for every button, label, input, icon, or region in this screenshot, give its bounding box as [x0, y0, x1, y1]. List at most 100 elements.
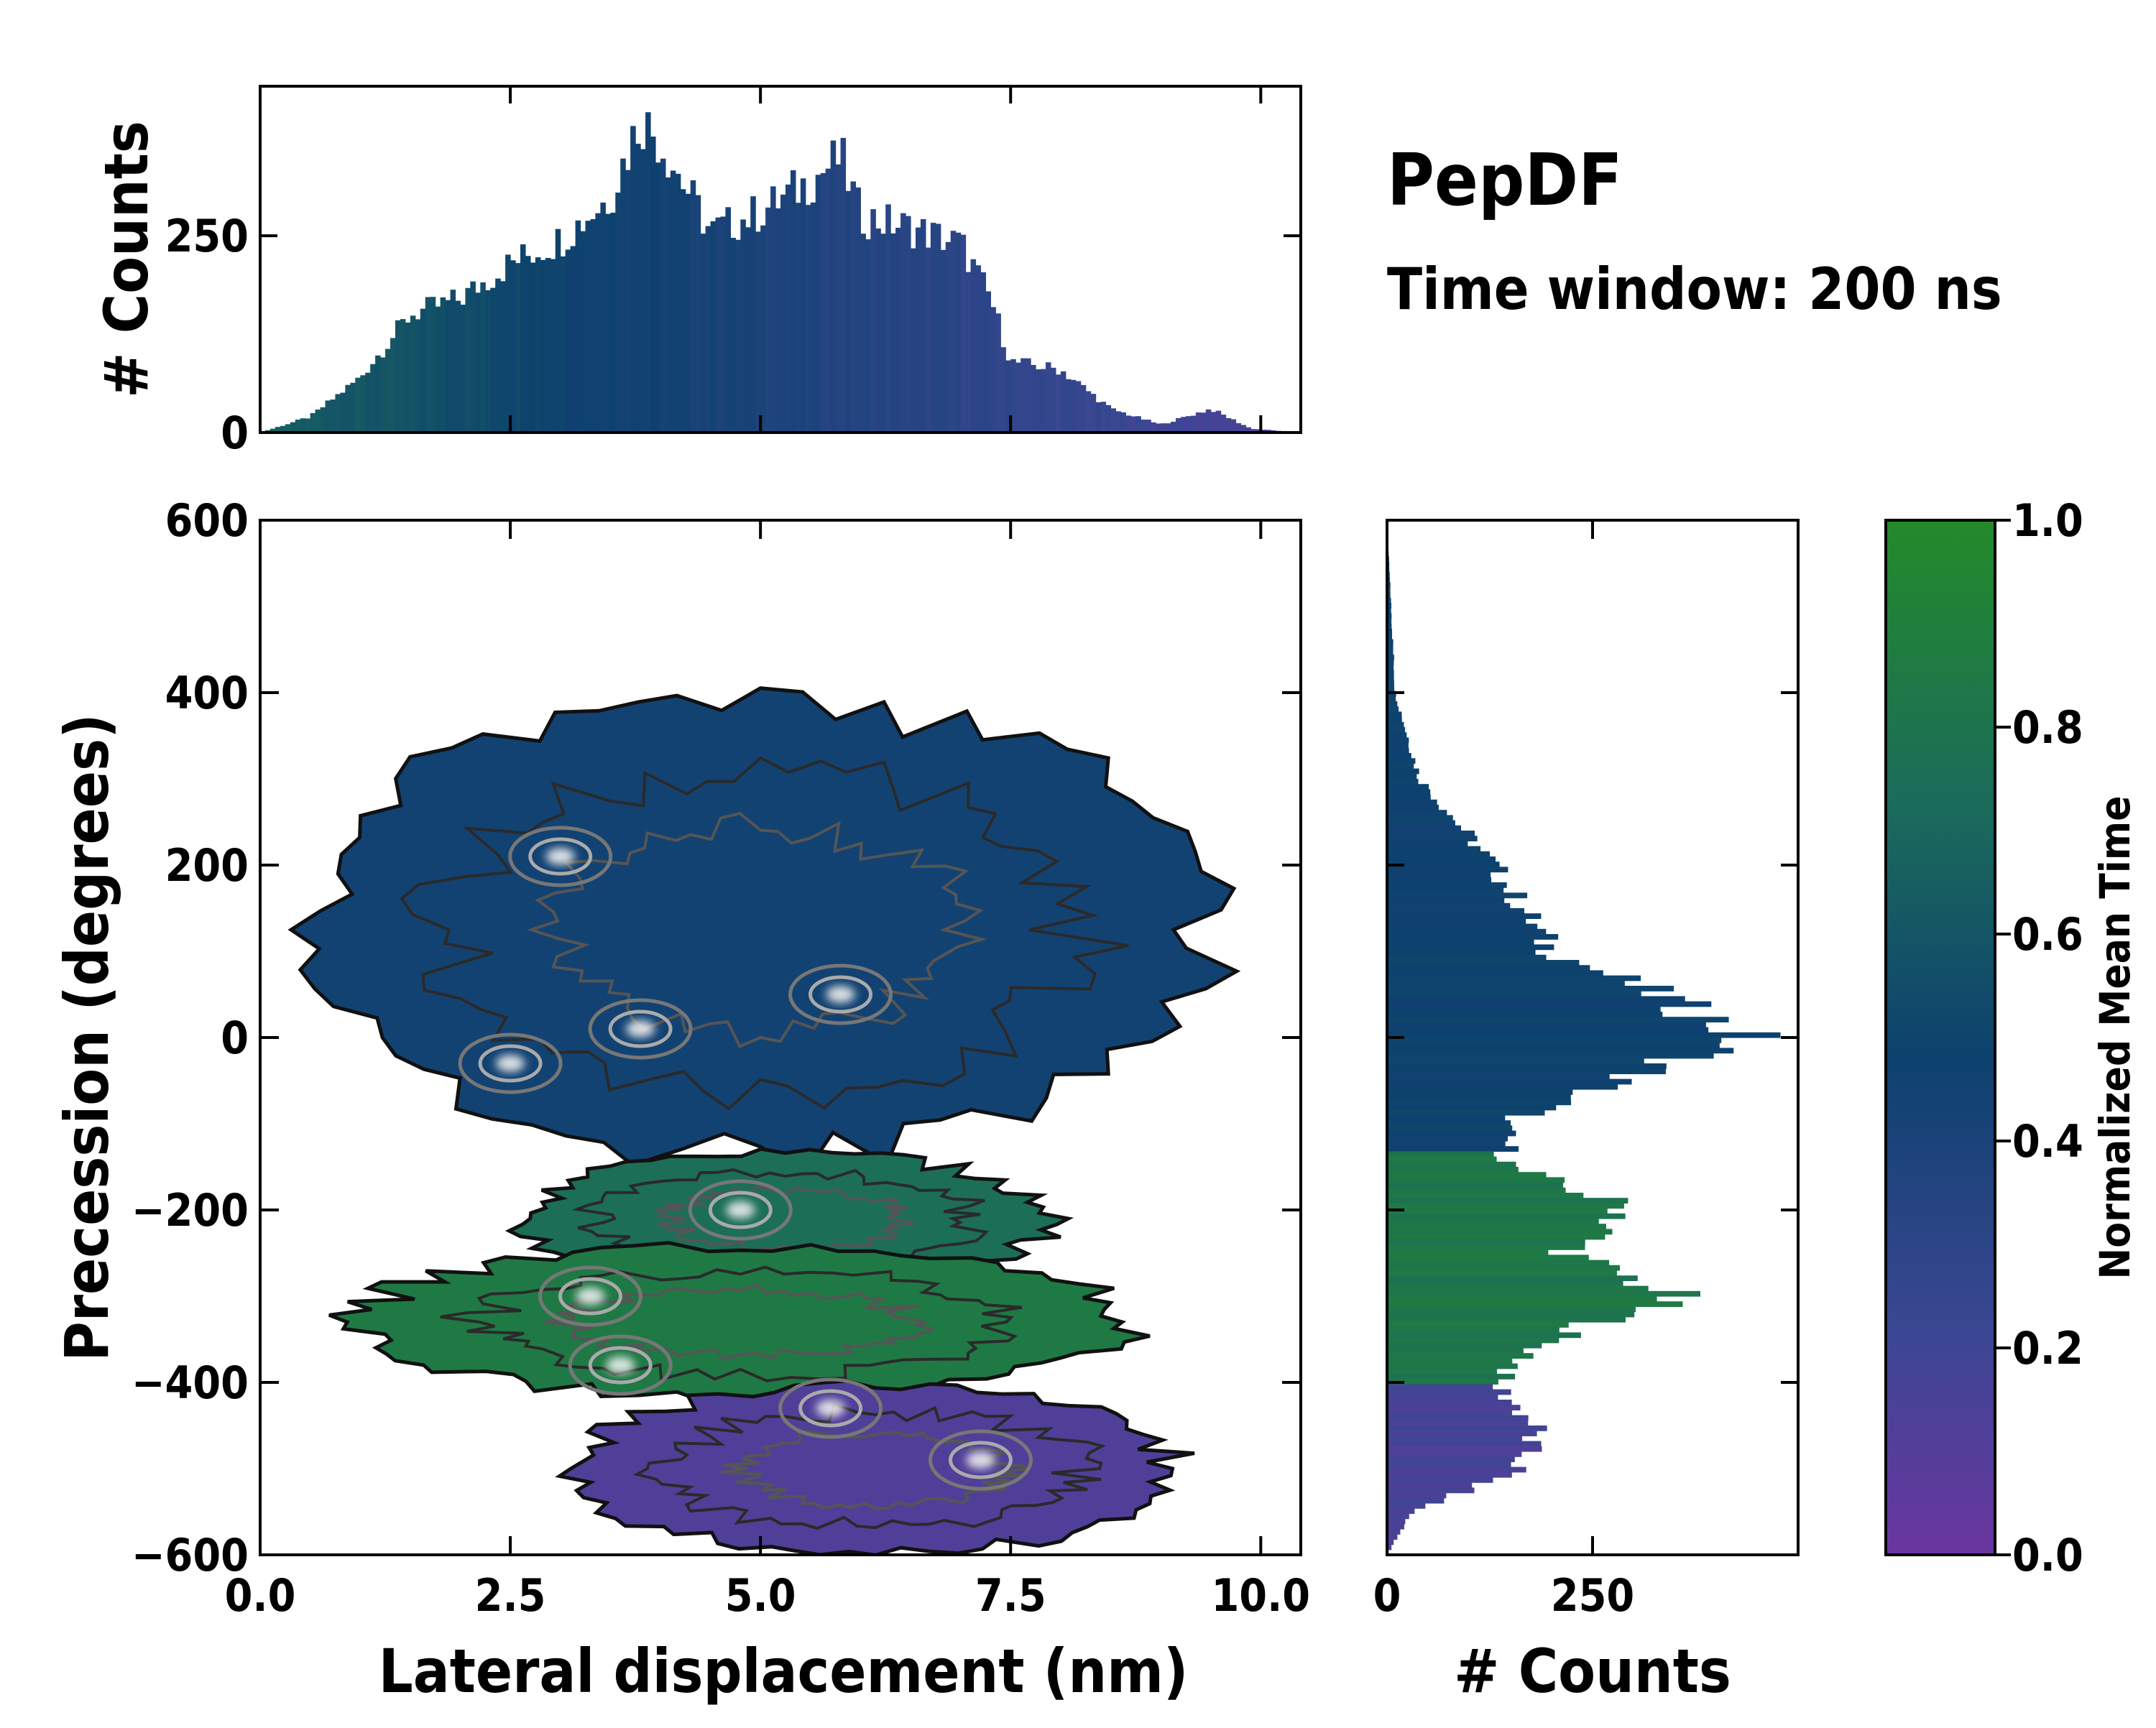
right-histogram-bar [1387, 1125, 1512, 1131]
top-histogram-bar [1051, 368, 1056, 433]
right-histogram-bar [1387, 1384, 1493, 1390]
top-histogram-bar [1201, 412, 1207, 433]
right-histogram-bar [1387, 1461, 1511, 1467]
right-histogram-bar [1387, 815, 1453, 821]
top-histogram-bar [755, 231, 761, 433]
top-y-tick-label: 250 [165, 210, 249, 262]
top-histogram-bar [946, 242, 952, 433]
top-histogram-bar [1101, 402, 1107, 433]
density-peak [546, 848, 575, 865]
top-histogram-bar [561, 257, 566, 433]
right-histogram-bar [1387, 1477, 1493, 1483]
top-histogram-bar [1135, 416, 1141, 433]
top-histogram-bar [816, 175, 821, 433]
top-histogram-bar [966, 272, 972, 433]
right-histogram-bar [1387, 1198, 1628, 1203]
right-histogram-bar [1387, 1224, 1606, 1229]
right-histogram-bar [1387, 774, 1416, 780]
right-histogram-bar [1387, 1482, 1472, 1488]
right-histogram-bar [1387, 795, 1431, 800]
top-histogram-bar [811, 203, 816, 433]
right-histogram-bar [1387, 867, 1508, 872]
top-histogram-bar [620, 159, 626, 433]
top-histogram-bar [900, 213, 906, 433]
right-histogram-bar [1387, 1446, 1542, 1452]
right-histogram-bar [1387, 743, 1409, 749]
right-histogram-bar [1387, 1405, 1521, 1410]
top-histogram-bar [885, 204, 891, 433]
top-histogram-bar [360, 375, 366, 433]
top-histogram-bar [660, 159, 666, 433]
right-histogram-bar [1387, 1084, 1618, 1090]
top-histogram-bar [1110, 408, 1116, 433]
density-peak [726, 1201, 755, 1219]
right-histogram-bar [1387, 1167, 1519, 1173]
top-histogram-bar [595, 213, 601, 433]
right-histogram-bar [1387, 831, 1475, 836]
chart-title: PepDF [1387, 138, 1623, 222]
top-histogram-bar [475, 292, 481, 433]
top-histogram-bar [615, 193, 621, 433]
right-histogram-bar [1387, 1110, 1545, 1116]
right-histogram-bar [1387, 882, 1507, 888]
right-histogram-bar [1387, 1332, 1581, 1338]
top-histogram-bar [370, 364, 376, 433]
right-histogram-bar [1387, 1503, 1425, 1509]
right-histogram-bar [1387, 1410, 1512, 1415]
top-histogram-bar [1216, 411, 1222, 433]
right-histogram-bar [1387, 1219, 1599, 1224]
right-histogram-bar [1387, 1317, 1626, 1323]
right-histogram-bar [1387, 1094, 1571, 1100]
right-histogram-bar [1387, 1053, 1714, 1059]
right-histogram-bar [1387, 1038, 1721, 1043]
right-x-tick-label: 0 [1373, 1569, 1401, 1622]
top-histogram-bar [441, 297, 446, 433]
top-histogram-bar [1115, 411, 1121, 433]
top-histogram-bar [605, 214, 611, 433]
density-peak [496, 1055, 525, 1072]
top-histogram-bar [1096, 402, 1102, 433]
chart-subtitle: Time window: 200 ns [1387, 256, 2002, 323]
right-histogram-bar [1387, 1286, 1649, 1292]
top-histogram-bar [500, 281, 506, 433]
right-histogram-bar [1387, 800, 1437, 805]
right-histogram-bar [1387, 1012, 1662, 1017]
top-histogram-bar [1000, 347, 1006, 433]
top-histogram-bar [415, 319, 421, 433]
x-tick-label: 5.0 [725, 1569, 796, 1622]
top-histogram-bar [655, 162, 661, 433]
top-histogram-bar [720, 216, 726, 433]
density-peak [626, 1020, 655, 1038]
top-histogram-bar [326, 400, 331, 433]
top-histogram-bar [995, 313, 1001, 433]
top-histogram-bar [1036, 369, 1041, 433]
top-histogram-bar [425, 297, 431, 433]
top-histogram-bar [775, 208, 781, 433]
right-histogram-bar [1387, 763, 1414, 769]
top-histogram-bar [446, 300, 451, 433]
top-histogram-bar [821, 173, 826, 433]
top-histogram-bar [1151, 422, 1156, 433]
right-histogram-bar [1387, 1280, 1623, 1286]
top-histogram-bar [300, 418, 306, 433]
right-histogram-bar [1387, 779, 1419, 785]
right-histogram-bar [1387, 877, 1491, 883]
top-histogram-bar [985, 291, 991, 433]
top-y-tick-label: 0 [221, 407, 249, 459]
top-histogram-bar [1026, 359, 1031, 433]
right-histogram-bar [1387, 1244, 1585, 1250]
right-histogram-bar [1387, 711, 1401, 717]
top-histogram-bar [1226, 418, 1232, 433]
top-histogram-bar [576, 221, 581, 433]
right-histogram-bar [1387, 1498, 1444, 1504]
top-histogram-bar [310, 413, 316, 433]
top-histogram-bar [590, 219, 596, 433]
right-histogram-bar [1387, 1229, 1613, 1234]
top-histogram-bar [1211, 412, 1217, 433]
top-histogram-bar [525, 256, 531, 433]
right-histogram-bar [1387, 1157, 1497, 1163]
top-histogram-bar [520, 244, 526, 433]
colorbar-tick-label: 0.4 [2012, 1115, 2083, 1168]
top-histogram-bar [961, 235, 967, 433]
